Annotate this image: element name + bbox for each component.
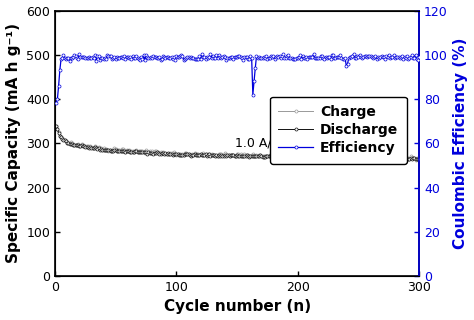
- Y-axis label: Specific Capacity (mA h g⁻¹): Specific Capacity (mA h g⁻¹): [6, 23, 20, 263]
- Legend: Charge, Discharge, Efficiency: Charge, Discharge, Efficiency: [270, 97, 407, 164]
- X-axis label: Cycle number (n): Cycle number (n): [164, 300, 310, 315]
- Text: 1.0 A/g: 1.0 A/g: [235, 137, 332, 158]
- Y-axis label: Coulombic Efficiency (%): Coulombic Efficiency (%): [454, 38, 468, 249]
